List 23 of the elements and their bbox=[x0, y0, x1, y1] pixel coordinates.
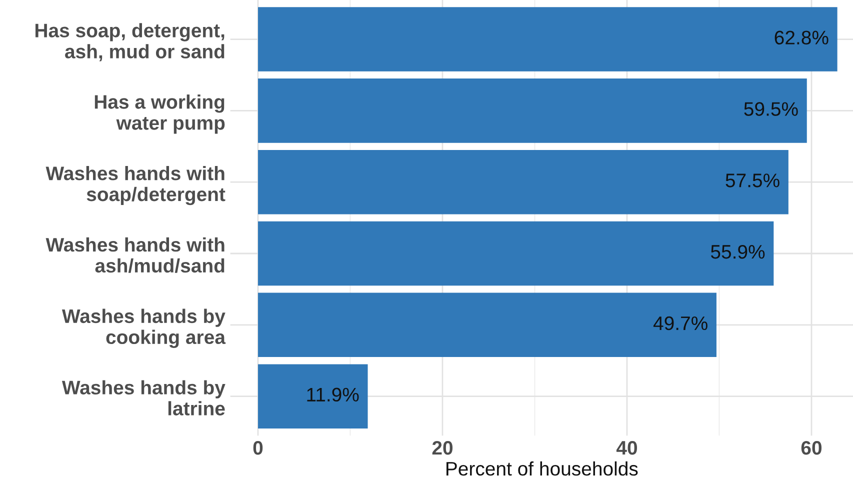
x-axis-title: Percent of households bbox=[446, 461, 638, 476]
x-tick-label: 60 bbox=[801, 440, 822, 455]
data-label: 62.8% bbox=[774, 30, 828, 44]
bar bbox=[258, 7, 838, 72]
data-label: 11.9% bbox=[307, 388, 359, 402]
bar bbox=[258, 150, 788, 214]
y-tick-label: Washes hands by latrine bbox=[62, 380, 226, 416]
x-tick-label: 20 bbox=[432, 440, 453, 455]
bar bbox=[258, 78, 807, 143]
bar bbox=[258, 364, 368, 428]
data-label: 59.5% bbox=[744, 102, 798, 116]
bar bbox=[258, 292, 716, 358]
bar bbox=[258, 221, 774, 286]
x-tick-label: 40 bbox=[616, 440, 638, 455]
y-tick-label: Washes hands by cooking area bbox=[62, 308, 226, 348]
data-label: 55.9% bbox=[710, 244, 765, 259]
x-tick-label: 0 bbox=[253, 440, 263, 455]
y-tick-label: Washes hands with ash/mud/sand bbox=[46, 237, 224, 273]
y-tick-label: Has a working water pump bbox=[94, 94, 225, 134]
y-tick-label: Has soap, detergent, ash, mud or sand bbox=[36, 23, 224, 62]
y-tick-label: Washes hands with soap/detergent bbox=[46, 166, 226, 206]
data-label: 57.5% bbox=[726, 174, 780, 188]
data-label: 49.7% bbox=[653, 316, 708, 330]
